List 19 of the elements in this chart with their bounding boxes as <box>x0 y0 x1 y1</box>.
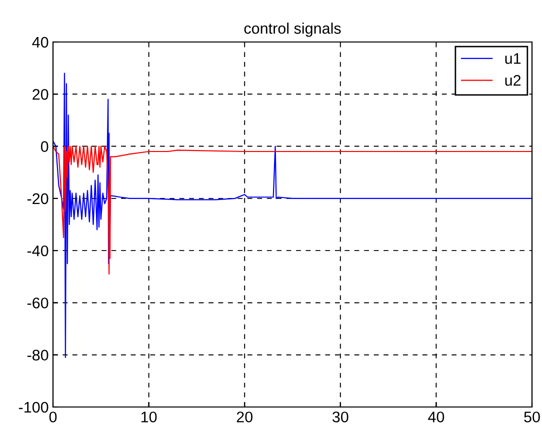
y-tick-label: -60 <box>27 298 48 308</box>
x-tick-label: 30 <box>332 412 348 422</box>
y-tick-label: 40 <box>32 36 48 48</box>
y-tick-label: -100 <box>18 402 48 413</box>
x-tick-label: 20 <box>236 412 252 422</box>
line-series <box>53 146 532 275</box>
legend-label: u2 <box>505 74 521 86</box>
chart-title: control signals <box>244 22 341 37</box>
legend-label: u1 <box>505 53 521 64</box>
line-series <box>53 72 532 358</box>
y-tick-label: -80 <box>27 350 48 361</box>
x-tick-label: 0 <box>49 412 57 422</box>
y-tick-label: -40 <box>27 245 48 256</box>
x-tick-label: 50 <box>524 412 540 422</box>
y-tick-label: 20 <box>32 89 48 100</box>
y-tick-label: -20 <box>27 193 48 204</box>
y-tick-label: 0 <box>40 141 48 152</box>
x-tick-label: 40 <box>428 412 444 422</box>
x-tick-label: 10 <box>141 412 157 422</box>
